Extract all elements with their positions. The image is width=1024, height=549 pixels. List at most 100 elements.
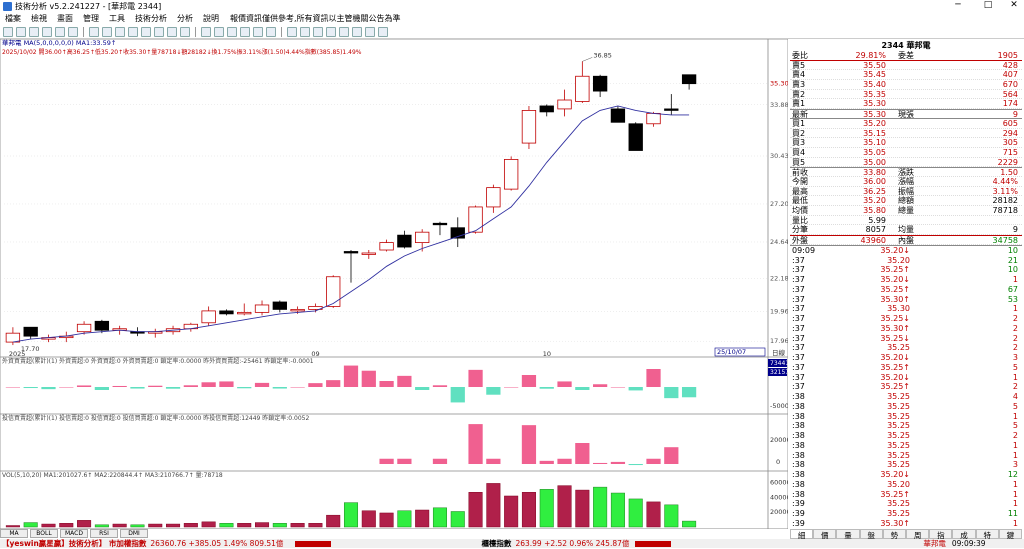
toolbar-button-icon[interactable] — [154, 26, 164, 37]
panel-tab-5[interactable]: 周 — [906, 529, 930, 540]
tick-cell: :38 — [792, 440, 805, 450]
toolbar-button-icon[interactable] — [42, 26, 52, 37]
ask-row-cell: 賣4 — [792, 70, 806, 80]
last-price-row-cell: 9 — [1012, 110, 1018, 120]
tick-cell: :37 — [792, 323, 805, 333]
ask-row-cell: 35.45 — [863, 70, 886, 80]
volume-bar-32 — [575, 489, 590, 528]
indicator-tab-rsi[interactable]: RSI — [90, 529, 118, 538]
foreign-bar-2 — [41, 387, 56, 390]
panel-tab-2[interactable]: 量 — [836, 529, 860, 540]
minimize-button[interactable]: ─ — [955, 0, 961, 10]
toolbar-button-icon[interactable] — [102, 26, 112, 37]
panel-tab-0[interactable]: 細 — [790, 529, 814, 540]
candle-body — [521, 110, 537, 144]
tick-cell: 35.20 — [887, 255, 910, 265]
candle-body — [397, 234, 412, 248]
toolbar-button-icon[interactable] — [227, 26, 237, 37]
close-button[interactable]: ✕ — [1010, 0, 1018, 10]
menu-item-1[interactable]: 檢視 — [31, 14, 47, 23]
toolbar-button-icon[interactable] — [29, 26, 39, 37]
menu-item-2[interactable]: 畫面 — [57, 14, 73, 23]
panel-tab-8[interactable]: 特 — [975, 529, 999, 540]
tick-cell: 1 — [1012, 499, 1018, 509]
chart-canvas[interactable]: 35.30 33.88 30.43 27.20 24.64 22.18 19.96 17.96… — [0, 38, 795, 530]
menu-item-3[interactable]: 管理 — [83, 14, 99, 23]
candle-body — [361, 252, 376, 255]
sub1-box1 — [768, 359, 787, 367]
toolbar-button-icon[interactable] — [16, 26, 26, 37]
menu-item-0[interactable]: 檔案 — [5, 14, 21, 23]
foreign-bar-4 — [76, 385, 92, 387]
menu-item-7[interactable]: 說明 — [203, 14, 219, 23]
panel-tab-1[interactable]: 價 — [813, 529, 837, 540]
candle-body — [628, 123, 643, 151]
toolbar-button-icon[interactable] — [266, 26, 276, 37]
toolbar-button-icon[interactable] — [378, 26, 388, 37]
ask-row-cell: 428 — [1002, 60, 1018, 70]
ask-row: 賣1 35.30 174 — [790, 99, 1022, 110]
toolbar-button-icon[interactable] — [313, 26, 323, 37]
menu-item-5[interactable]: 技術分析 — [135, 14, 167, 23]
tick-cell: :38 — [792, 479, 805, 489]
candle-25 — [450, 217, 465, 248]
candle-38 — [681, 74, 697, 90]
volume-bar-3 — [59, 523, 74, 528]
toolbar-button-icon[interactable] — [3, 26, 13, 37]
status-stock[interactable]: 華邦電 — [923, 539, 946, 548]
toolbar-button-icon[interactable] — [326, 26, 336, 37]
indicator-tab-ma[interactable]: MA — [0, 529, 28, 538]
outer-inner-row-cell: 外盤 — [792, 236, 808, 246]
tick-row: :38 35.20↓ 12 — [790, 470, 1022, 480]
tick-cell: 1 — [1012, 518, 1018, 528]
toolbar-button-icon[interactable] — [352, 26, 362, 37]
last-price-row: 最新 35.30 現張 9 — [790, 109, 1022, 119]
bid-row-cell — [886, 148, 946, 157]
candle-body — [5, 332, 21, 343]
toolbar-button-icon[interactable] — [201, 26, 211, 37]
toolbar-button-icon[interactable] — [167, 26, 177, 37]
ask-row-cell — [886, 61, 946, 70]
panel-tab-7[interactable]: 成 — [952, 529, 976, 540]
toolbar-button-icon[interactable] — [240, 26, 250, 37]
toolbar-button-icon[interactable] — [300, 26, 310, 37]
tick-row: :37 35.25↓ 2 — [790, 334, 1022, 344]
candle-body — [468, 206, 483, 233]
panel-tab-4[interactable]: 勢 — [882, 529, 907, 540]
volume-bar-7 — [130, 524, 145, 528]
menu-item-4[interactable]: 工具 — [109, 14, 125, 23]
toolbar-button-icon[interactable] — [141, 26, 151, 37]
panel-tab-9[interactable]: 鍵 — [998, 529, 1023, 540]
toolbar-button-icon[interactable] — [365, 26, 375, 37]
price-tick-label: 17.96 — [770, 337, 788, 345]
indicator-tab-boll[interactable]: BOLL — [30, 529, 58, 538]
toolbar-button-icon[interactable] — [68, 26, 78, 37]
tick-cell: :38 — [792, 489, 805, 499]
toolbar-button-icon[interactable] — [115, 26, 125, 37]
trust-bar-34 — [610, 461, 626, 464]
candle-35 — [628, 122, 643, 151]
trust-bar-35 — [628, 464, 643, 466]
foreign-bar-35 — [628, 387, 643, 391]
toolbar-button-icon[interactable] — [214, 26, 224, 37]
toolbar-button-icon[interactable] — [55, 26, 65, 37]
menu-item-6[interactable]: 分析 — [177, 14, 193, 23]
volume-bar-19 — [343, 502, 359, 528]
panel-tab-3[interactable]: 盤 — [859, 529, 883, 540]
tick-cell: 35.30↑ — [880, 518, 910, 528]
chart-area[interactable]: 35.30 33.88 30.43 27.20 24.64 22.18 19.96 17.96… — [0, 38, 795, 530]
toolbar-button-icon[interactable] — [287, 26, 297, 37]
stat-row-cell: 35.20 — [863, 196, 886, 206]
maximize-button[interactable]: □ — [983, 0, 993, 10]
sub1-box2-label: 32157 — [770, 369, 788, 376]
panel-tab-6[interactable]: 指 — [929, 529, 953, 540]
toolbar-button-icon[interactable] — [128, 26, 138, 37]
indicator-tab-dmi[interactable]: DMI — [120, 529, 148, 538]
tick-cell: 5 — [1012, 362, 1018, 372]
indicator-tab-macd[interactable]: MACD — [60, 529, 88, 538]
toolbar-button-icon[interactable] — [253, 26, 263, 37]
toolbar-button-icon[interactable] — [339, 26, 349, 37]
tick-cell: 12 — [1007, 470, 1018, 479]
toolbar-button-icon[interactable] — [89, 26, 99, 37]
toolbar-button-icon[interactable] — [180, 26, 190, 37]
